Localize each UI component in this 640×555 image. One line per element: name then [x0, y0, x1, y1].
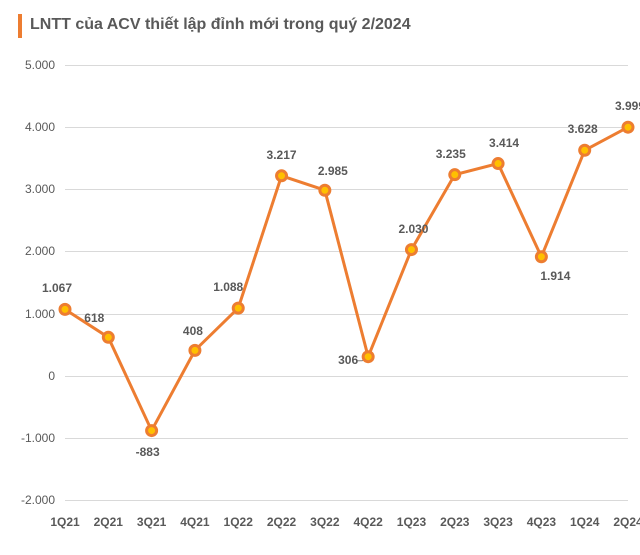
data-marker: [450, 170, 460, 180]
title-accent-bar: [18, 14, 22, 38]
data-marker: [147, 426, 157, 436]
data-marker: [493, 159, 503, 169]
data-marker: [190, 345, 200, 355]
data-marker: [60, 304, 70, 314]
data-marker: [103, 332, 113, 342]
data-label: 2.985: [318, 164, 348, 178]
line-chart-svg: [0, 50, 640, 555]
chart-container: LNTT của ACV thiết lập đỉnh mới trong qu…: [0, 0, 640, 555]
data-marker: [233, 303, 243, 313]
data-label: 3.414: [489, 136, 519, 150]
data-label: -883: [136, 445, 160, 459]
data-label: 306: [338, 353, 358, 367]
data-label: 2.030: [398, 222, 428, 236]
data-marker: [320, 185, 330, 195]
data-label: 1.067: [42, 281, 72, 295]
data-marker: [277, 171, 287, 181]
data-label: 3.235: [436, 147, 466, 161]
data-marker: [623, 122, 633, 132]
data-label: 408: [183, 324, 203, 338]
data-label: 3.628: [568, 122, 598, 136]
data-label: 3.999: [615, 99, 640, 113]
plot-area: -2.000-1.00001.0002.0003.0004.0005.0001Q…: [0, 50, 640, 555]
data-marker: [580, 145, 590, 155]
data-marker: [406, 245, 416, 255]
data-label: 1.914: [540, 269, 570, 283]
data-marker: [536, 252, 546, 262]
data-marker: [363, 352, 373, 362]
data-label: 618: [84, 311, 104, 325]
data-label: 1.088: [213, 280, 243, 294]
chart-title: LNTT của ACV thiết lập đỉnh mới trong qu…: [30, 16, 411, 34]
data-label: 3.217: [267, 148, 297, 162]
